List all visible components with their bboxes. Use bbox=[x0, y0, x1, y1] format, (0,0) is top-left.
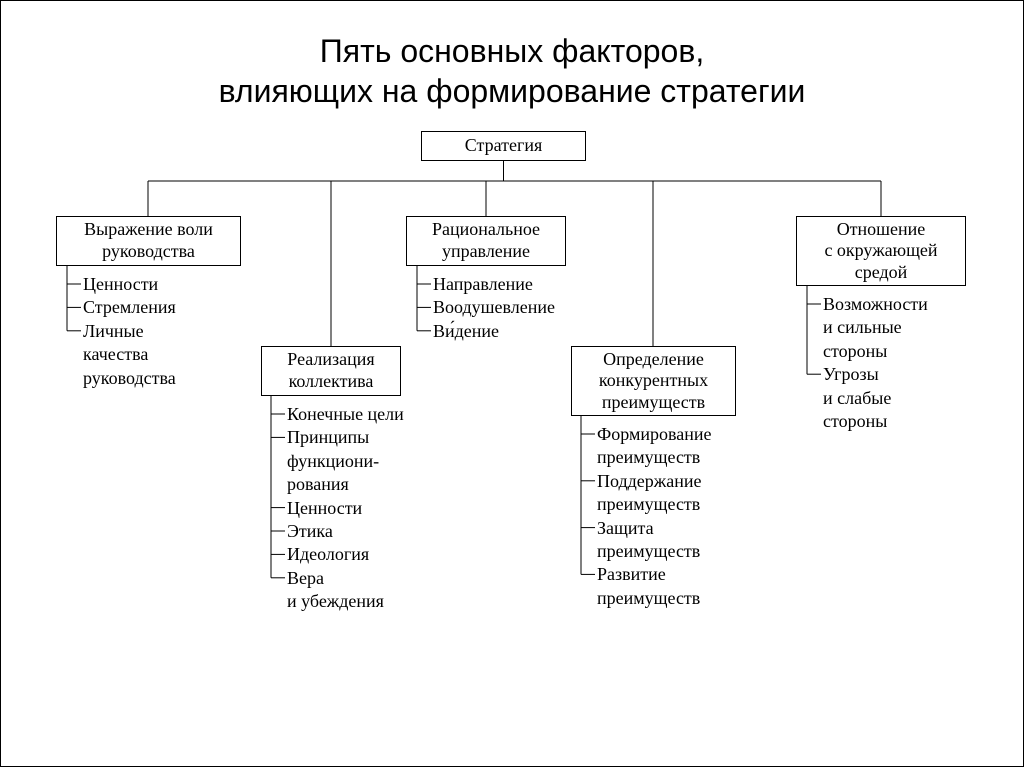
list-item: Воодушевление bbox=[409, 296, 555, 319]
list-item-text: Возможностии сильныестороны bbox=[819, 293, 928, 363]
list-item-text: Направление bbox=[429, 273, 533, 296]
title-line-1: Пять основных факторов, bbox=[320, 33, 704, 69]
list-item-text: Ценности bbox=[283, 497, 362, 520]
list-item-text: Идеология bbox=[283, 543, 369, 566]
list-item-text: Развитиепреимуществ bbox=[593, 563, 700, 610]
list-item-text: Поддержаниепреимуществ bbox=[593, 470, 701, 517]
list-item: Формированиепреимуществ bbox=[573, 423, 711, 470]
list-item: Возможностии сильныестороны bbox=[799, 293, 928, 363]
list-item-text: Этика bbox=[283, 520, 333, 543]
title-line-2: влияющих на формирование стратегии bbox=[219, 73, 806, 109]
list-item: Принципыфункциони-рования bbox=[263, 426, 404, 496]
list-item: Ценности bbox=[59, 273, 176, 296]
factor-node: Выражение волируководства bbox=[56, 216, 241, 266]
factor-item-list: ЦенностиСтремленияЛичныекачестваруководс… bbox=[59, 273, 176, 390]
list-item-text: Угрозыи слабыестороны bbox=[819, 363, 891, 433]
list-item: Развитиепреимуществ bbox=[573, 563, 711, 610]
list-item-text: Личныекачестваруководства bbox=[79, 320, 176, 390]
list-item-text: Ценности bbox=[79, 273, 158, 296]
list-item-text: Воодушевление bbox=[429, 296, 555, 319]
hierarchy-diagram: Стратегия Выражение волируководства Ценнос… bbox=[1, 131, 1023, 731]
list-item-text: Конечные цели bbox=[283, 403, 404, 426]
list-item: Конечные цели bbox=[263, 403, 404, 426]
list-item-text: Стремления bbox=[79, 296, 176, 319]
root-node: Стратегия bbox=[421, 131, 586, 161]
list-item: Направление bbox=[409, 273, 555, 296]
list-item: Поддержаниепреимуществ bbox=[573, 470, 711, 517]
factor-item-list: НаправлениеВоодушевлениеВи́дение bbox=[409, 273, 555, 343]
list-item-text: Формированиепреимуществ bbox=[593, 423, 711, 470]
list-item: Ви́дение bbox=[409, 320, 555, 343]
factor-node: Определениеконкурентныхпреимуществ bbox=[571, 346, 736, 416]
list-item-text: Защитапреимуществ bbox=[593, 517, 700, 564]
list-item: Этика bbox=[263, 520, 404, 543]
list-item: Ценности bbox=[263, 497, 404, 520]
factor-node: Рациональноеуправление bbox=[406, 216, 566, 266]
list-item-text: Ви́дение bbox=[429, 320, 499, 343]
factor-item-list: Возможностии сильныестороныУгрозыи слабы… bbox=[799, 293, 928, 433]
factor-item-list: ФормированиепреимуществПоддержаниепреиму… bbox=[573, 423, 711, 610]
factor-node: Реализацияколлектива bbox=[261, 346, 401, 396]
list-item-text: Вераи убеждения bbox=[283, 567, 384, 614]
list-item: Вераи убеждения bbox=[263, 567, 404, 614]
list-item: Личныекачестваруководства bbox=[59, 320, 176, 390]
list-item: Стремления bbox=[59, 296, 176, 319]
list-item: Угрозыи слабыестороны bbox=[799, 363, 928, 433]
list-item-text: Принципыфункциони-рования bbox=[283, 426, 379, 496]
list-item: Идеология bbox=[263, 543, 404, 566]
factor-item-list: Конечные целиПринципыфункциони-рованияЦе… bbox=[263, 403, 404, 614]
page-title: Пять основных факторов, влияющих на форм… bbox=[1, 1, 1023, 111]
factor-node: Отношениес окружающейсредой bbox=[796, 216, 966, 286]
list-item: Защитапреимуществ bbox=[573, 517, 711, 564]
